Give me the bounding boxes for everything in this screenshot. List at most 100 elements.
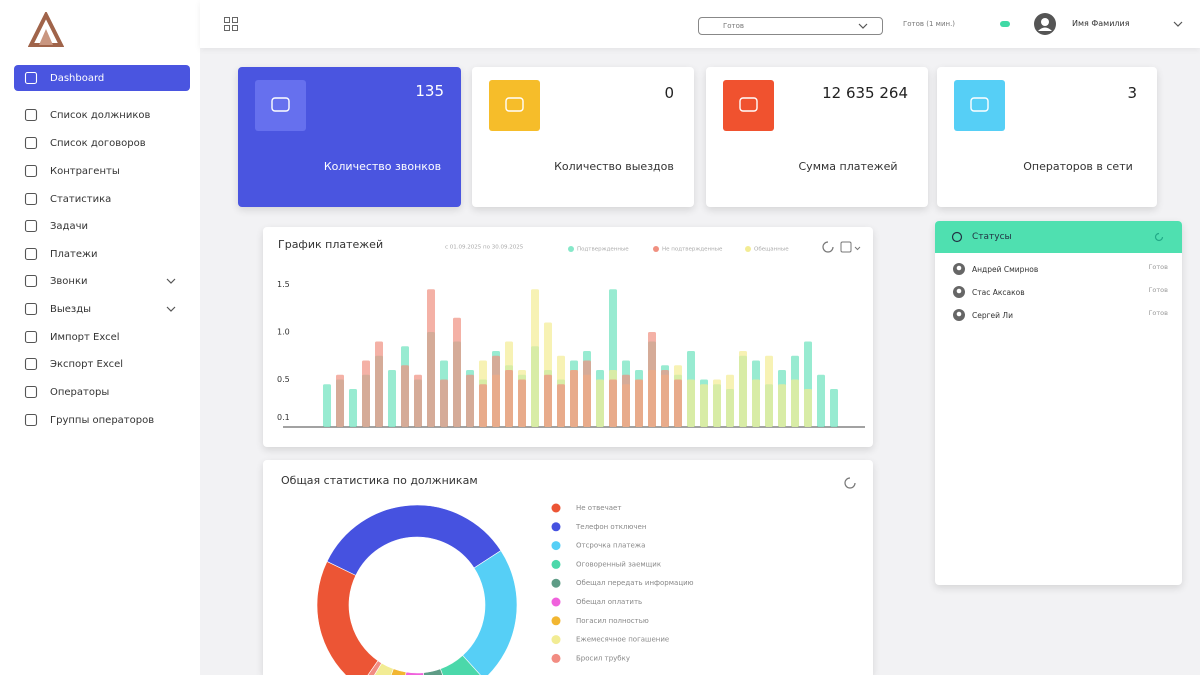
legend-label: Бросил трубку: [576, 654, 630, 662]
chart-title: График платежей: [278, 238, 383, 251]
donut-slice: [367, 660, 383, 675]
bar: [544, 374, 552, 427]
avatar[interactable]: [1034, 13, 1056, 35]
legend-label: Не отвечает: [576, 504, 621, 512]
stat-label: Количество выездов: [554, 160, 674, 173]
refresh-icon[interactable]: [822, 241, 834, 253]
headset-icon: [951, 231, 963, 243]
menu-icon: [24, 274, 38, 288]
statuses-title: Статусы: [972, 232, 1012, 242]
menu-label: Список договоров: [50, 137, 146, 149]
menu-icon-shape: [24, 357, 38, 371]
menu-icon: [24, 247, 38, 261]
bar: [479, 384, 487, 427]
bar: [505, 370, 513, 427]
menu-icon: [24, 302, 38, 316]
menu-item[interactable]: Dashboard: [14, 65, 190, 91]
legend-label: Обещанные: [754, 247, 789, 253]
grid-icon[interactable]: [224, 17, 238, 31]
chevron-path: [166, 278, 176, 284]
bar: [700, 384, 708, 427]
stat-value: 3: [1127, 84, 1137, 102]
menu-label: Список должников: [50, 109, 151, 121]
user-chevron[interactable]: [1173, 20, 1183, 28]
bar: [661, 370, 669, 427]
payments-card: График платежей с 01.09.2025 по 30.09.202…: [263, 227, 873, 447]
menu-icon-shape: [24, 219, 38, 233]
stat-value: 135: [415, 82, 444, 100]
menu-item[interactable]: Список должников: [14, 102, 190, 128]
stat-value: 12 635 264: [822, 84, 908, 102]
menu-icon: [24, 330, 38, 344]
menu-item[interactable]: Список договоров: [14, 130, 190, 156]
operator-name: Сергей Ли: [972, 311, 1013, 320]
stat-icon-glyph: [970, 97, 989, 112]
stat-card: 0 Количество выездов: [472, 67, 694, 207]
bar: [440, 379, 448, 427]
legend-label: Отсрочка платежа: [576, 542, 645, 550]
menu-label: Выезды: [50, 303, 92, 315]
bar: [531, 289, 539, 427]
legend-label: Обещал оплатить: [576, 598, 642, 606]
menu-item[interactable]: Задачи: [14, 213, 190, 239]
menu-item[interactable]: Звонки: [14, 268, 190, 294]
menu-item[interactable]: Выезды: [14, 296, 190, 322]
menu-icon-shape: [24, 413, 38, 427]
donut-slice: [462, 550, 518, 675]
legend-dot: [551, 578, 561, 588]
bar: [336, 374, 344, 427]
chart-subtitle: с 01.09.2025 по 30.09.2025: [445, 245, 524, 251]
legend-dot: [551, 653, 561, 663]
menu-item[interactable]: Контрагенты: [14, 158, 190, 184]
legend-label: Подтвержденные: [577, 247, 629, 253]
menu-item[interactable]: Группы операторов: [14, 407, 190, 433]
status-select[interactable]: Готов: [698, 17, 883, 35]
operator-name: Стас Аксаков: [972, 288, 1025, 297]
menu-item[interactable]: Статистика: [14, 186, 190, 212]
bar: [427, 289, 435, 427]
donut-slice: [439, 654, 481, 675]
legend-dot: [551, 559, 561, 569]
bar: [830, 389, 838, 427]
bar: [557, 384, 565, 427]
glyph: [739, 97, 758, 112]
operator-status: Готов: [1148, 309, 1168, 317]
menu-icon-shape: [24, 71, 38, 85]
calendar-icon[interactable]: [840, 241, 852, 253]
menu-label: Операторы: [50, 386, 110, 398]
y-tick-label: 1.0: [277, 328, 290, 337]
bar: [583, 360, 591, 427]
legend-label: Не подтвержденные: [662, 247, 723, 253]
y-tick-label: 1.5: [277, 280, 290, 289]
menu-icon: [24, 108, 38, 122]
debtors-card: Общая статистика по должникам Не отвечает…: [263, 460, 873, 675]
avatar-head: [956, 265, 962, 271]
bar: [622, 374, 630, 427]
glyph: [970, 97, 989, 112]
donut-slice: [316, 561, 379, 675]
calendar-chevron[interactable]: [854, 246, 861, 251]
menu-item[interactable]: Экспорт Excel: [14, 351, 190, 377]
glyph: [271, 97, 290, 112]
legend-dot: [551, 635, 561, 645]
operator-avatar: [953, 263, 965, 275]
menu-icon: [24, 219, 38, 233]
menu-item[interactable]: Импорт Excel: [14, 324, 190, 350]
bar: [778, 384, 786, 427]
bar: [713, 379, 721, 427]
refresh-icon[interactable]: [1154, 232, 1164, 242]
menu-item[interactable]: Платежи: [14, 241, 190, 267]
bar: [375, 341, 383, 427]
operator-status: Готов: [1148, 263, 1168, 271]
refresh-icon[interactable]: [844, 477, 856, 489]
operator-avatar: [953, 309, 965, 321]
legend-dot: [568, 246, 574, 252]
menu-icon-shape: [24, 302, 38, 316]
menu-item[interactable]: Операторы: [14, 379, 190, 405]
stat-icon: [489, 80, 540, 131]
legend-dot: [653, 246, 659, 252]
menu-icon-shape: [24, 136, 38, 150]
legend-dot: [551, 597, 561, 607]
bar: [401, 365, 409, 427]
bar: [570, 370, 578, 427]
